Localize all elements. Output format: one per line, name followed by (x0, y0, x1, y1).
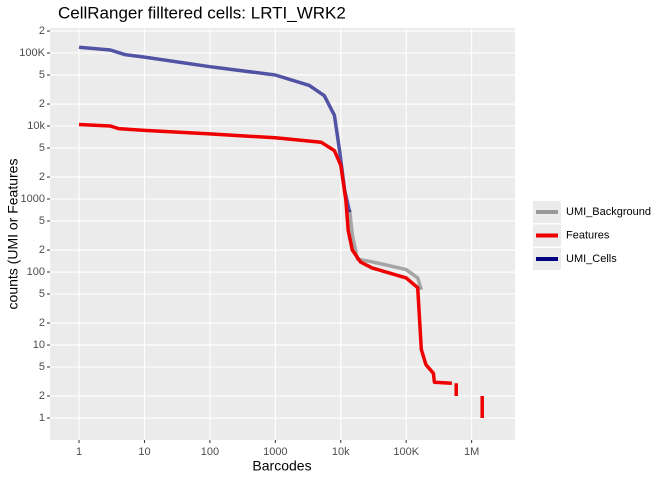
y-tick-label: 2 (39, 390, 45, 402)
series-line (78, 45, 352, 213)
y-tick-label: 10 (33, 339, 45, 351)
y-tick-label: 5 (39, 215, 45, 227)
y-tick-label: 2 (39, 25, 45, 37)
legend-label: UMI_Background (566, 206, 651, 218)
y-tick-label: 2 (39, 317, 45, 329)
y-tick-label: 10k (27, 120, 45, 132)
y-tick-label: 1000 (21, 193, 45, 205)
y-tick-label: 1 (39, 412, 45, 424)
x-tick-label: 10k (332, 446, 350, 458)
chart-title: CellRanger filltered cells: LRTI_WRK2 (58, 3, 346, 22)
series-line (78, 122, 484, 418)
x-tick-label: 1000 (263, 446, 287, 458)
y-tick-label: 5 (39, 361, 45, 373)
y-tick-label: 2 (39, 244, 45, 256)
legend-label: UMI_Cells (566, 253, 617, 265)
series-line (347, 210, 423, 291)
y-axis-label: counts (UMI or Features (5, 159, 21, 310)
x-tick-label: 1 (76, 446, 82, 458)
legend-label: Features (566, 229, 610, 241)
y-tick-label: 5 (39, 142, 45, 154)
panel (50, 28, 515, 440)
x-axis-label: Barcodes (252, 458, 311, 474)
y-tick-label: 100 (27, 266, 45, 278)
y-tick-label: 100K (19, 47, 45, 59)
x-tick-label: 100 (201, 446, 219, 458)
y-tick-label: 5 (39, 69, 45, 81)
x-tick-label: 100K (393, 446, 419, 458)
x-tick-label: 10 (138, 446, 150, 458)
y-tick-label: 2 (39, 98, 45, 110)
x-tick-label: 1M (464, 446, 479, 458)
y-tick-label: 5 (39, 288, 45, 300)
y-tick-label: 2 (39, 171, 45, 183)
